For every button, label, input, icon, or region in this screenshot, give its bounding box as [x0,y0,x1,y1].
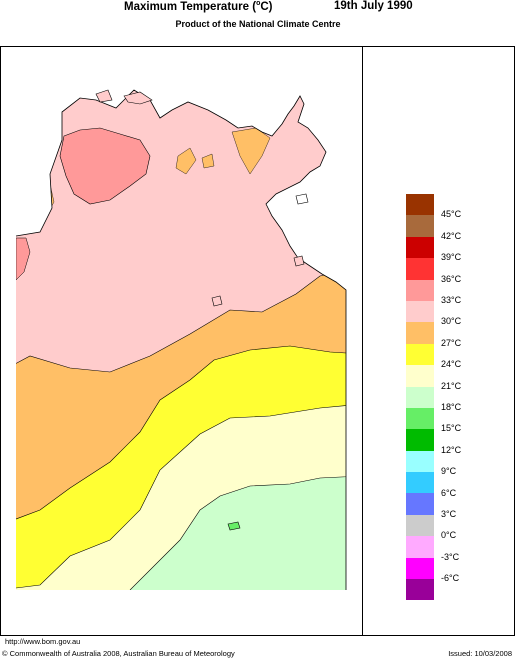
zone-33-36 [59,127,151,205]
legend-label: 21°C [441,380,462,391]
map-title: Maximum Temperature (oC) 19th July 1990 [0,0,516,14]
legend-swatch [406,215,434,237]
legend-label: 18°C [441,402,462,412]
legend-swatch [406,322,434,344]
legend-swatch [406,407,434,430]
zone-18-21 [130,476,346,590]
legend-label: 24°C [441,359,462,370]
footer-issued-date: Issued: 10/03/2008 [448,649,512,658]
legend-label: 3°C [441,509,457,519]
legend-label: 36°C [441,273,462,284]
map-date: 19th July 1990 [334,0,413,12]
legend-label: 45°C [441,209,462,220]
legend-label: -3°C [441,551,460,562]
legend-swatch [406,194,434,216]
legend-label: -6°C [441,573,460,584]
legend-swatch [406,343,434,366]
zone-27-30-patch-2 [201,153,215,169]
map-frame [0,46,515,636]
legend-swatch [406,300,434,323]
map-subtitle: Product of the National Climate Centre [175,19,341,29]
isolated-zone [227,521,241,531]
legend-swatch [406,279,434,301]
legend-swatch [406,579,434,601]
coastline [15,89,347,590]
legend-color-bar [406,194,434,601]
legend-label: 30°C [441,316,462,327]
legend-swatch [406,557,434,580]
footer-copyright: © Commonwealth of Australia 2008, Austra… [2,649,235,658]
island [211,295,223,307]
legend-swatch [406,472,434,494]
legend-label: 42°C [441,230,462,241]
legend-swatch [406,493,434,515]
island [295,193,309,205]
island [95,89,113,103]
legend-swatch [406,365,434,387]
island [293,255,305,267]
footer-url[interactable]: http://www.bom.gov.au [5,637,81,646]
legend-swatch [406,236,434,259]
island [123,91,153,105]
zone-33-36-west [16,237,31,281]
title-text: Maximum Temperature (oC) [124,0,273,13]
legend-label: 33°C [441,295,462,305]
legend-label: 9°C [441,466,457,477]
contour-lines [16,269,346,590]
legend-label: 15°C [441,423,462,434]
legend-label: 27°C [441,337,462,348]
legend-label: 12°C [441,444,462,455]
legend-swatch [406,450,434,473]
legend-swatch [406,536,434,558]
legend-swatch [406,386,434,408]
legend-swatch [406,258,434,280]
legend-label: 0°C [441,530,457,541]
legend-swatch [406,429,434,451]
legend-swatch [406,514,434,537]
zone-27-30-patch [175,147,197,175]
legend-label: 39°C [441,252,462,263]
legend-label: 6°C [441,487,457,498]
temperature-zones [16,90,346,590]
legend-divider [362,46,363,636]
